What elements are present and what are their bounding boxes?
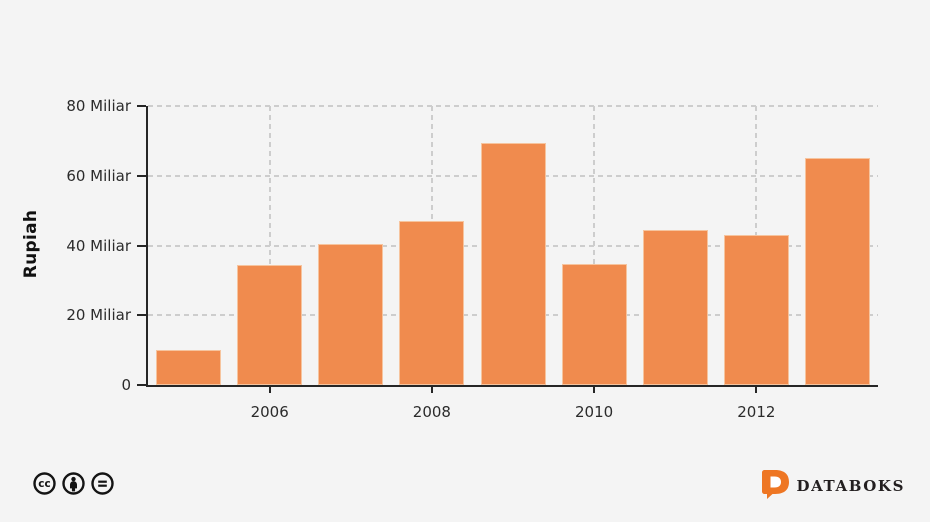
no-derivatives-icon[interactable] <box>91 472 114 495</box>
x-tick <box>430 387 433 393</box>
v-gridline <box>268 106 271 385</box>
attribution-icon[interactable] <box>62 472 85 495</box>
bar-2006[interactable] <box>237 265 303 385</box>
bar-2010[interactable] <box>561 263 627 385</box>
bar-2007[interactable] <box>318 244 384 385</box>
y-tick-label: 0 <box>121 376 131 394</box>
y-tick <box>137 384 146 386</box>
x-tick-label: 2010 <box>575 403 614 421</box>
databoks-d-icon <box>761 470 789 499</box>
x-tick-label: 2006 <box>250 403 289 421</box>
bar-2013[interactable] <box>804 158 870 385</box>
y-tick <box>137 174 146 177</box>
svg-text:cc: cc <box>38 478 50 490</box>
databoks-logo[interactable]: DATABOKS <box>761 470 906 499</box>
bar-2008[interactable] <box>399 221 465 385</box>
y-tick <box>137 244 146 247</box>
cc-icon[interactable]: cc <box>33 472 56 495</box>
databoks-wordmark: DATABOKS <box>796 476 905 495</box>
y-tick-label: 80 Miliar <box>66 97 131 115</box>
y-tick-label: 60 Miliar <box>66 166 131 185</box>
x-tick <box>755 387 758 393</box>
y-tick <box>137 105 146 107</box>
bar-2009[interactable] <box>480 143 546 385</box>
y-tick <box>137 314 146 317</box>
x-tick-label: 2008 <box>412 403 451 421</box>
y-tick-label: 40 Miliar <box>66 236 131 255</box>
h-gridline <box>148 105 878 107</box>
x-tick-label: 2012 <box>737 403 776 421</box>
bar-2012[interactable] <box>723 234 789 385</box>
x-tick <box>268 387 271 393</box>
footer: cc DATABOKS <box>0 468 930 502</box>
v-gridline <box>593 106 596 385</box>
bar-2005[interactable] <box>156 350 222 385</box>
y-tick-label: 20 Miliar <box>66 306 131 325</box>
cc-license-badge[interactable]: cc <box>33 472 114 495</box>
plot-area <box>146 106 878 387</box>
bar-2011[interactable] <box>642 229 708 385</box>
x-tick <box>593 387 596 393</box>
